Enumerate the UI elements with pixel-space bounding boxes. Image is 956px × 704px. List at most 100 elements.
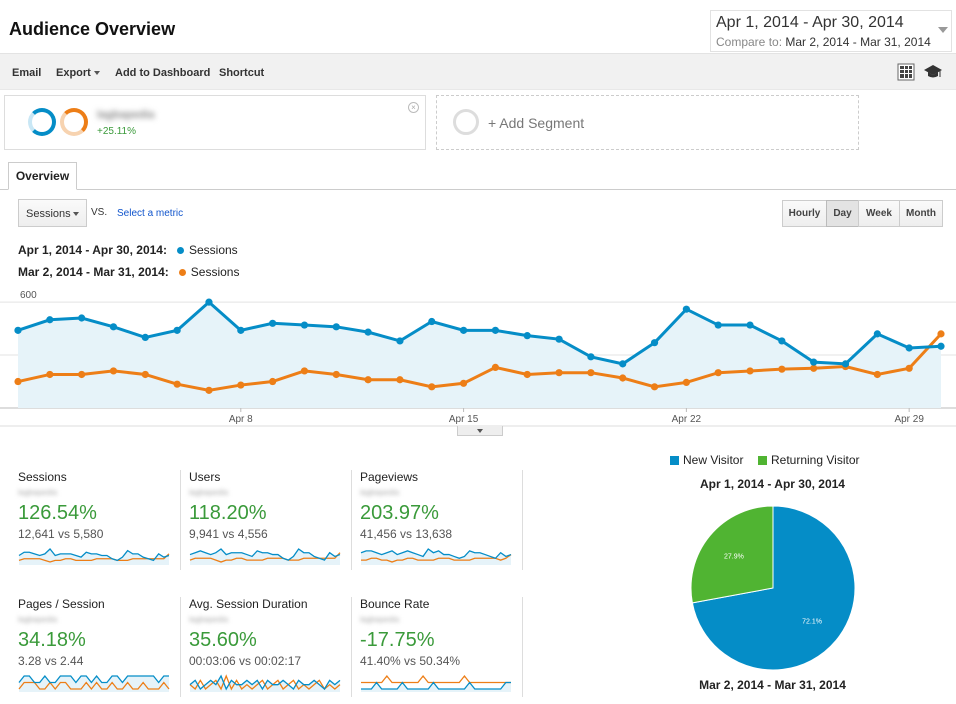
data-point-current[interactable]	[141, 333, 149, 342]
data-point-current[interactable]	[746, 321, 754, 329]
segment-card[interactable]: lagbapedia +25.11% ×	[4, 95, 426, 150]
data-point-current[interactable]	[205, 298, 213, 306]
graduation-cap-icon[interactable]	[923, 63, 943, 81]
visitor-pie-chart: 72.1% 27.9%	[690, 505, 856, 671]
page-title: Audience Overview	[9, 19, 176, 39]
scorecard-title: Bounce Rate	[360, 597, 430, 611]
data-point-current[interactable]	[873, 330, 881, 338]
data-point-current[interactable]	[396, 337, 404, 345]
data-point-previous[interactable]	[905, 364, 913, 372]
data-point-current[interactable]	[364, 328, 372, 336]
data-point-previous[interactable]	[141, 370, 149, 379]
data-point-current[interactable]	[269, 319, 277, 327]
data-point-previous[interactable]	[778, 365, 786, 373]
data-point-previous[interactable]	[332, 370, 340, 379]
data-point-current[interactable]	[14, 326, 22, 334]
scorecard[interactable]: Pages / Session lagbapedia 34.18% 3.28 vs 2…	[18, 597, 178, 692]
collapse-chart-handle[interactable]	[457, 426, 503, 436]
data-point-previous[interactable]	[205, 386, 213, 394]
close-icon[interactable]: ×	[408, 102, 419, 113]
data-point-current[interactable]	[841, 360, 850, 368]
data-point-previous[interactable]	[937, 330, 945, 338]
segment-ring-current	[28, 108, 56, 136]
data-point-current[interactable]	[300, 321, 309, 329]
data-point-current[interactable]	[650, 339, 659, 347]
data-point-previous[interactable]	[523, 370, 531, 379]
email-button[interactable]: Email	[12, 67, 42, 79]
data-point-previous[interactable]	[428, 383, 436, 391]
data-point-current[interactable]	[332, 323, 340, 331]
data-point-previous[interactable]	[714, 369, 722, 377]
data-point-previous[interactable]	[269, 377, 277, 386]
scorecard[interactable]: Users lagbapedia 118.20% 9,941 vs 4,556	[189, 470, 349, 565]
data-point-previous[interactable]	[873, 370, 881, 379]
data-point-previous[interactable]	[396, 376, 404, 384]
granularity-hourly[interactable]: Hourly	[782, 200, 827, 227]
data-point-previous[interactable]	[810, 364, 818, 372]
data-point-current[interactable]	[587, 353, 595, 361]
shortcut-button[interactable]: Shortcut	[219, 67, 265, 79]
data-point-previous[interactable]	[650, 383, 659, 391]
sparkline-previous	[361, 674, 511, 684]
data-point-previous[interactable]	[300, 367, 309, 375]
data-point-current[interactable]	[810, 358, 818, 366]
data-point-previous[interactable]	[364, 376, 372, 384]
scorecard[interactable]: Pageviews lagbapedia 203.97% 41,456 vs 13,6…	[360, 470, 520, 565]
data-point-current[interactable]	[459, 326, 468, 334]
data-point-previous[interactable]	[459, 379, 468, 387]
data-point-current[interactable]	[682, 305, 690, 313]
data-point-previous[interactable]	[46, 370, 54, 379]
data-point-current[interactable]	[555, 335, 563, 343]
add-to-dashboard-button[interactable]: Add to Dashboard	[115, 67, 211, 79]
sparkline-current	[189, 674, 341, 691]
data-point-current[interactable]	[109, 323, 118, 331]
scorecard[interactable]: Avg. Session Duration lagbapedia 35.60% 00:…	[189, 597, 349, 692]
data-point-previous[interactable]	[491, 363, 500, 372]
metric-select[interactable]: Sessions	[18, 199, 87, 227]
data-point-previous[interactable]	[587, 369, 595, 377]
data-point-previous[interactable]	[78, 370, 86, 379]
data-point-current[interactable]	[491, 326, 500, 334]
data-point-previous[interactable]	[682, 378, 690, 387]
scorecard-title: Sessions	[18, 470, 67, 484]
data-point-current[interactable]	[46, 316, 54, 324]
data-point-previous[interactable]	[14, 377, 22, 386]
data-point-current[interactable]	[78, 314, 86, 322]
data-point-previous[interactable]	[619, 374, 627, 382]
scorecard-values: 00:03:06 vs 00:02:17	[189, 654, 302, 668]
data-point-previous[interactable]	[746, 367, 754, 375]
data-point-current[interactable]	[905, 344, 913, 352]
select-metric-link[interactable]: Select a metric	[117, 208, 184, 219]
data-point-previous[interactable]	[173, 380, 181, 388]
scorecard[interactable]: Sessions lagbapedia 126.54% 12,641 vs 5,580	[18, 470, 178, 565]
granularity-week[interactable]: Week	[858, 200, 900, 227]
data-point-current[interactable]	[619, 360, 627, 368]
data-point-current[interactable]	[937, 342, 945, 350]
legend-current-metric: Sessions	[188, 243, 238, 257]
export-button[interactable]: Export	[56, 67, 100, 79]
data-point-current[interactable]	[778, 337, 786, 345]
date-range-picker[interactable]: Apr 1, 2014 - Apr 30, 2014 Compare to: M…	[710, 10, 952, 52]
sparkline-area	[19, 549, 169, 565]
chevron-down-icon	[93, 71, 100, 76]
data-point-previous[interactable]	[109, 367, 118, 375]
data-point-previous[interactable]	[555, 369, 563, 377]
scorecard[interactable]: Bounce Rate lagbapedia -17.75% 41.40% vs 50…	[360, 597, 520, 692]
data-point-current[interactable]	[173, 326, 181, 334]
granularity-month[interactable]: Month	[899, 200, 943, 227]
data-point-current[interactable]	[237, 326, 245, 334]
pie-slice-returning-visitor[interactable]	[690, 505, 774, 604]
scorecard-change: 34.18%	[18, 629, 86, 651]
pie-slice-new-visitor[interactable]	[691, 505, 856, 671]
grid-icon[interactable]	[897, 63, 915, 81]
data-point-previous[interactable]	[237, 381, 245, 389]
scorecard-values: 41.40% vs 50.34%	[360, 654, 461, 668]
tab-overview[interactable]: Overview	[8, 162, 77, 190]
data-point-current[interactable]	[714, 321, 722, 329]
add-segment-button[interactable]: + Add Segment	[436, 95, 859, 150]
granularity-day[interactable]: Day	[826, 200, 859, 227]
data-point-current[interactable]	[428, 317, 436, 326]
legend-swatch-new	[670, 456, 679, 465]
sparkline-current	[360, 548, 512, 560]
data-point-current[interactable]	[523, 332, 531, 340]
